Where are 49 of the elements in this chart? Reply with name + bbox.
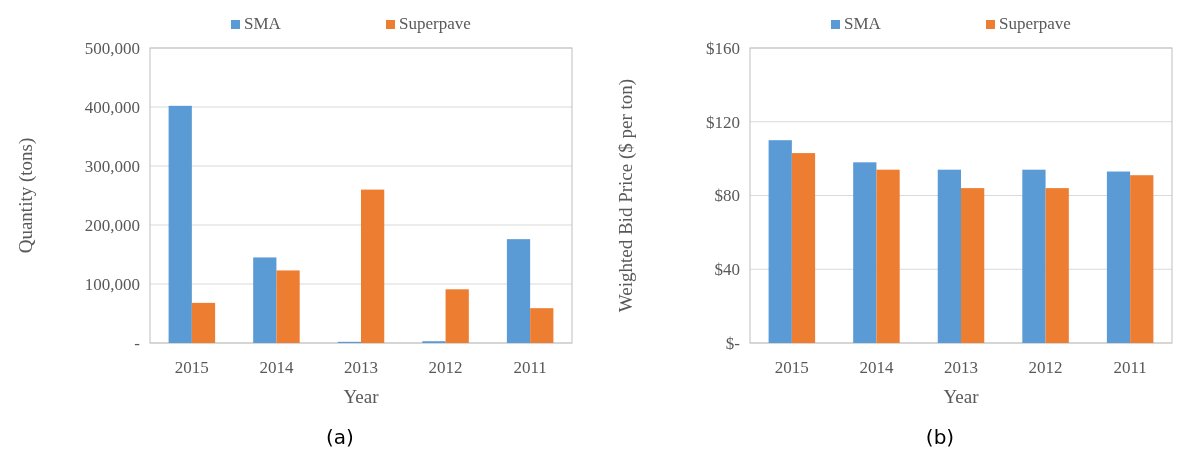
bar [876, 169, 900, 343]
x-tick-label: 2011 [1113, 358, 1147, 377]
bar [506, 239, 531, 343]
y-tick-label: $120 [706, 112, 740, 132]
x-tick-label: 2013 [344, 358, 378, 377]
bar [191, 302, 216, 343]
x-tick-label: 2014 [859, 358, 894, 377]
x-tick-label: 2015 [774, 358, 809, 377]
y-tick-label: $- [725, 333, 741, 353]
x-tick-label: 2014 [259, 358, 294, 377]
y-tick-label: $80 [714, 186, 740, 206]
y-tick-label: - [134, 333, 141, 353]
text: (b) [925, 425, 955, 449]
bar [853, 162, 877, 343]
y-tick-label: 100,000 [84, 274, 140, 294]
x-tick-label: 2012 [1028, 358, 1063, 377]
bar [791, 153, 816, 343]
bar [530, 308, 554, 343]
y-tick-label: 200,000 [84, 215, 140, 235]
y-tick-label: $40 [714, 260, 740, 280]
bar [961, 188, 985, 343]
bar [445, 289, 469, 343]
y-tick-label: 300,000 [84, 156, 140, 176]
bar [1106, 171, 1131, 343]
y-tick-label: 400,000 [84, 97, 140, 117]
bar [1130, 175, 1154, 343]
legend-label: SMA [844, 14, 882, 33]
legend-label: Superpave [999, 14, 1071, 33]
y-tick-label: 500,000 [84, 38, 140, 58]
y-axis-title: Weighted Bid Price ($ per ton) [615, 78, 637, 313]
legend-label: SMA [244, 14, 282, 33]
bar [361, 189, 385, 343]
y-axis-title: Quantity (tons) [15, 137, 37, 254]
bar [1045, 188, 1069, 343]
text: (a) [326, 425, 354, 449]
legend-label: Superpave [399, 14, 471, 33]
bar [937, 169, 961, 343]
bar [276, 270, 300, 343]
bar [168, 105, 192, 343]
x-tick-label: 2015 [174, 358, 209, 377]
x-tick-label: 2011 [513, 358, 547, 377]
bar [253, 257, 277, 343]
x-axis-title: Year [943, 386, 980, 407]
x-tick-label: 2012 [428, 358, 463, 377]
bar [1022, 169, 1046, 343]
bar [768, 140, 792, 343]
x-axis-title: Year [343, 386, 380, 407]
x-tick-label: 2013 [944, 358, 978, 377]
y-tick-label: $160 [706, 38, 740, 58]
